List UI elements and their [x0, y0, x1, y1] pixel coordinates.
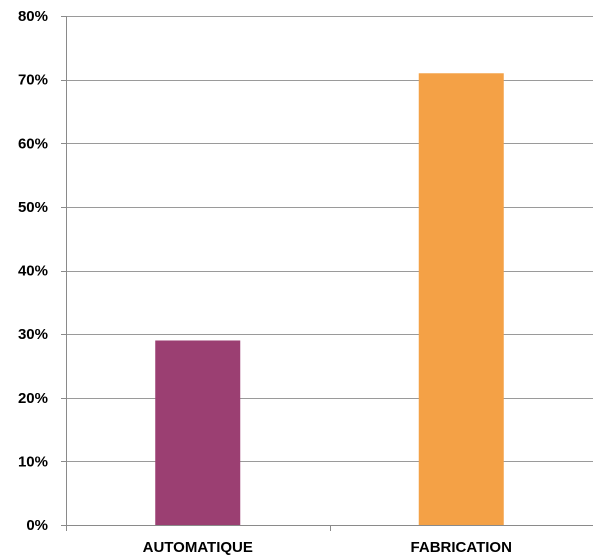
- y-tick-label: 20%: [18, 390, 48, 407]
- y-tick-label: 0%: [26, 517, 48, 534]
- bars: [155, 73, 504, 525]
- y-tick-label: 10%: [18, 453, 48, 470]
- y-tick-label: 70%: [18, 72, 48, 89]
- x-category-label: AUTOMATIQUE: [143, 539, 253, 556]
- y-tick-labels: 0% 10% 20% 30% 40% 50% 60% 70% 80%: [18, 8, 48, 534]
- y-tick-label: 60%: [18, 135, 48, 152]
- y-tick-label: 50%: [18, 199, 48, 216]
- x-category-labels: AUTOMATIQUE FABRICATION: [143, 539, 512, 556]
- axes: [61, 16, 593, 531]
- bar-automatique: [155, 340, 241, 525]
- gridlines: [66, 16, 593, 462]
- y-tick-label: 80%: [18, 8, 48, 25]
- y-tick-label: 30%: [18, 326, 48, 343]
- y-tick-label: 40%: [18, 263, 48, 280]
- bar-fabrication: [418, 73, 504, 525]
- x-category-label: FABRICATION: [411, 539, 512, 556]
